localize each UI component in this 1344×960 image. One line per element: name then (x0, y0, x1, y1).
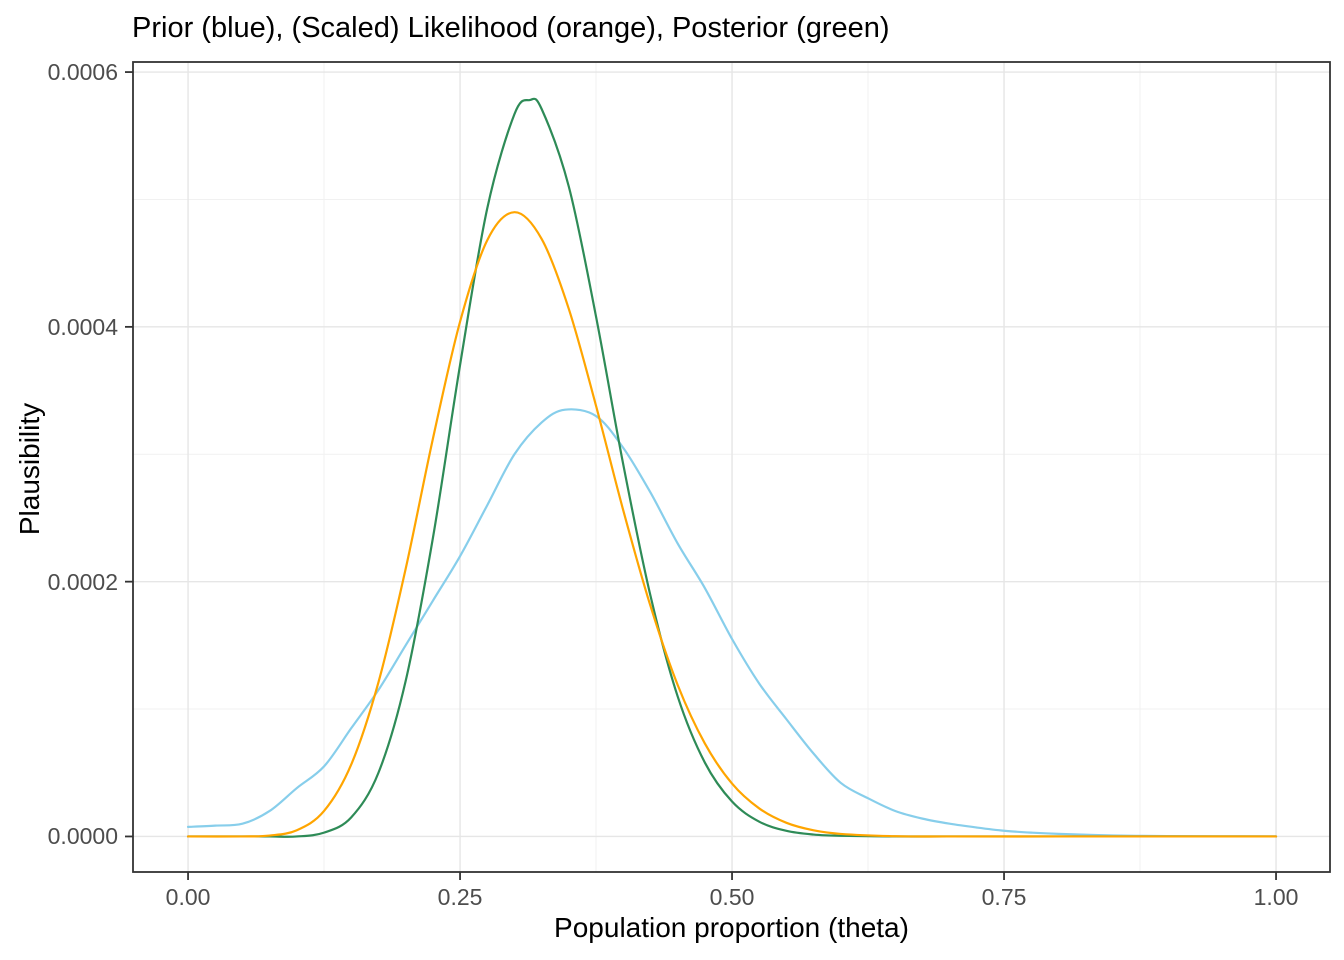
y-tick-label: 0.0004 (47, 313, 118, 340)
y-tick-label: 0.0006 (47, 59, 118, 86)
curve-prior (186, 408, 1278, 838)
x-axis-title: Population proportion (theta) (554, 912, 909, 943)
chart-title: Prior (blue), (Scaled) Likelihood (orang… (132, 12, 890, 44)
y-tick-label: 0.0002 (47, 568, 118, 595)
y-axis-title: Plausibility (14, 402, 45, 536)
y-tick-label: 0.0000 (47, 823, 118, 850)
x-tick-label: 0.75 (981, 884, 1027, 910)
x-tick-label: 0.25 (437, 884, 483, 910)
x-tick-label: 0.50 (709, 884, 755, 910)
x-tick-label: 1.00 (1253, 884, 1299, 910)
x-tick-label: 0.00 (165, 884, 211, 910)
curve-scaled_likelihood (186, 211, 1278, 838)
curve-posterior (186, 97, 1278, 838)
